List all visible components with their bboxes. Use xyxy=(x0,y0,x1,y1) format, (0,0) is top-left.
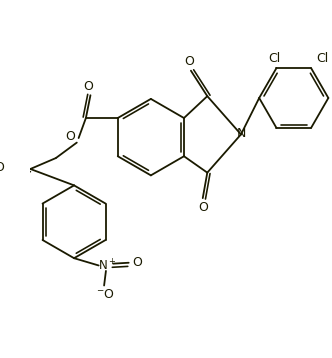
Text: O: O xyxy=(198,201,208,214)
Text: Cl: Cl xyxy=(316,52,328,64)
Text: N: N xyxy=(237,127,247,140)
Text: O: O xyxy=(132,256,142,269)
Text: O: O xyxy=(84,80,94,93)
Text: O: O xyxy=(0,161,4,174)
Text: N$^+$: N$^+$ xyxy=(99,258,117,273)
Text: Cl: Cl xyxy=(269,52,281,64)
Text: O: O xyxy=(184,55,194,68)
Text: O: O xyxy=(65,130,75,143)
Text: $^{-}$O: $^{-}$O xyxy=(96,288,115,301)
